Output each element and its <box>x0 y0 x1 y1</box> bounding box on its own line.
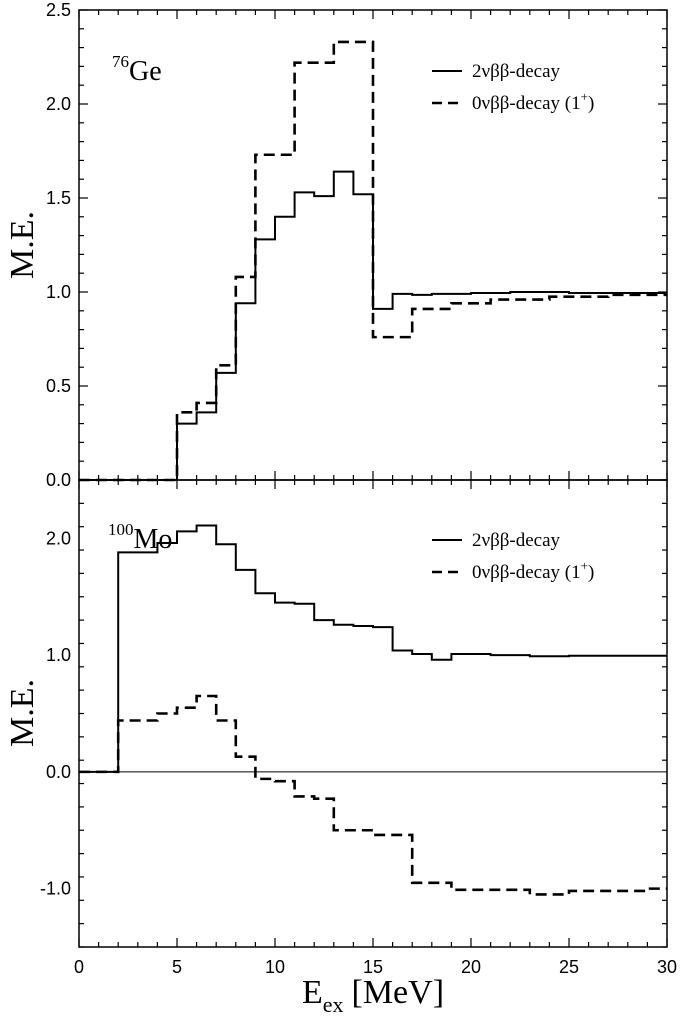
y-tick-label: 0.5 <box>46 376 71 396</box>
series-bottom <box>79 524 667 896</box>
panel-bottom: 0 5 10 15 20 25 30 -1.0 0.0 1.0 2.0 M.E. 100Mo 2νβ… <box>4 479 677 1017</box>
ticks-top: 0.0 0.5 1.0 1.5 2.0 2.5 <box>46 0 668 490</box>
nucleus-label-top: 76Ge <box>112 52 162 87</box>
nucleus-symbol-bottom: Mo <box>134 524 173 555</box>
nucleus-mass-top: 76 <box>112 52 129 71</box>
y-tick-label: 2.5 <box>46 0 71 20</box>
series-line-bottom-0 <box>79 524 667 773</box>
legend-label-top-1: 0νββ-decay (1+) <box>472 89 594 114</box>
series-line-top-0 <box>79 170 667 481</box>
panel-top: 0.0 0.5 1.0 1.5 2.0 2.5 M.E. 76Ge 2νββ-decay … <box>4 0 668 490</box>
y-tick-label: 0.0 <box>46 762 71 782</box>
x-tick-label: 0 <box>74 957 84 977</box>
legend-label-bottom-1: 0νββ-decay (1+) <box>472 558 594 583</box>
nucleus-symbol-top: Ge <box>129 56 162 87</box>
nucleus-label-bottom: 100Mo <box>108 520 172 555</box>
legend-label-top-1-base: 0νββ-decay (1 <box>472 93 581 114</box>
x-tick-label: 10 <box>265 957 285 977</box>
x-tick-label: 30 <box>657 957 677 977</box>
legend-label-top-1-sup: + <box>581 89 588 104</box>
xlabel-subscript: ex <box>323 992 344 1017</box>
xlabel: Eex [MeV] <box>302 974 444 1017</box>
legend-label-bottom-1-close: ) <box>588 562 594 583</box>
legend-label-top-0: 2νββ-decay <box>472 61 561 82</box>
ticks-bottom: 0 5 10 15 20 25 30 -1.0 0.0 1.0 2.0 <box>40 479 677 977</box>
y-tick-label: 0.0 <box>46 470 71 490</box>
nucleus-mass-bottom: 100 <box>108 520 134 539</box>
y-tick-label: 1.5 <box>46 188 71 208</box>
x-tick-label: 5 <box>172 957 182 977</box>
x-tick-label: 25 <box>559 957 579 977</box>
ylabel-top: M.E. <box>4 211 41 279</box>
xlabel-unit: [MeV] <box>352 974 445 1011</box>
ylabel-bottom: M.E. <box>4 679 41 747</box>
y-tick-label: -1.0 <box>40 879 71 899</box>
series-line-bottom-1 <box>79 694 667 896</box>
xlabel-symbol: E <box>302 974 323 1011</box>
legend-label-bottom-1-base: 0νββ-decay (1 <box>472 562 581 583</box>
y-tick-label: 1.0 <box>46 645 71 665</box>
series-top <box>79 40 667 482</box>
y-tick-label: 1.0 <box>46 282 71 302</box>
x-tick-label: 20 <box>461 957 481 977</box>
series-line-top-1 <box>79 40 667 482</box>
y-tick-label: 2.0 <box>46 94 71 114</box>
x-tick-label: 15 <box>363 957 383 977</box>
legend-label-bottom-0: 2νββ-decay <box>472 530 561 551</box>
legend-label-bottom-1-sup: + <box>581 558 588 573</box>
y-tick-label: 2.0 <box>46 528 71 548</box>
legend-label-top-1-close: ) <box>588 93 594 114</box>
legend-top: 2νββ-decay 0νββ-decay (1+) <box>432 61 594 114</box>
legend-bottom: 2νββ-decay 0νββ-decay (1+) <box>432 530 594 583</box>
